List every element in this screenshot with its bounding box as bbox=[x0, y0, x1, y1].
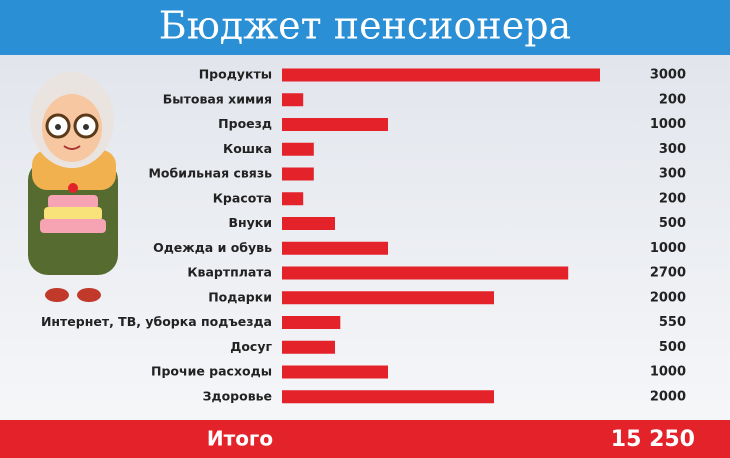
bar bbox=[282, 365, 388, 379]
category-label: Мобильная связь bbox=[148, 166, 272, 181]
category-label: Красота bbox=[213, 190, 272, 205]
category-label: Здоровье bbox=[203, 388, 272, 403]
category-label: Досуг bbox=[230, 339, 272, 354]
value-label: 2000 bbox=[650, 290, 686, 305]
chart-title: Бюджет пенсионера bbox=[159, 4, 571, 48]
category-label: Внуки bbox=[228, 215, 272, 230]
value-label: 300 bbox=[659, 142, 686, 157]
bar bbox=[282, 390, 494, 404]
category-label: Интернет, ТВ, уборка подъезда bbox=[41, 314, 272, 329]
value-label: 1000 bbox=[650, 365, 686, 380]
total-bar bbox=[0, 420, 730, 458]
bar bbox=[282, 118, 388, 131]
title-bar bbox=[0, 0, 730, 55]
total-label: Итого bbox=[207, 427, 273, 451]
illustration bbox=[28, 72, 118, 302]
bar bbox=[282, 68, 600, 82]
value-label: 2000 bbox=[650, 389, 686, 404]
value-label: 200 bbox=[659, 191, 686, 206]
total-value: 15 250 bbox=[611, 427, 695, 452]
bar bbox=[282, 167, 314, 181]
category-label: Кошка bbox=[223, 141, 272, 156]
value-label: 1000 bbox=[650, 241, 686, 256]
category-label: Одежда и обувь bbox=[153, 240, 272, 255]
value-label: 550 bbox=[659, 315, 686, 330]
bar bbox=[282, 93, 304, 107]
value-label: 1000 bbox=[650, 117, 686, 132]
bar bbox=[282, 192, 304, 206]
value-label: 500 bbox=[659, 340, 686, 355]
bar bbox=[282, 291, 494, 305]
value-label: 500 bbox=[659, 216, 686, 231]
bar bbox=[282, 241, 388, 255]
value-label: 3000 bbox=[650, 68, 686, 83]
category-label: Квартплата bbox=[187, 265, 272, 280]
category-label: Бытовая химия bbox=[163, 91, 272, 106]
bar bbox=[282, 142, 314, 156]
category-label: Продукты bbox=[199, 67, 272, 82]
value-label: 300 bbox=[659, 167, 686, 182]
category-label: Подарки bbox=[208, 289, 272, 304]
bar bbox=[282, 217, 335, 230]
value-label: 2700 bbox=[650, 266, 686, 281]
category-label: Проезд bbox=[218, 116, 272, 131]
bar bbox=[282, 266, 569, 280]
value-label: 200 bbox=[659, 92, 686, 107]
bar bbox=[282, 340, 335, 354]
category-label: Прочие расходы bbox=[151, 364, 272, 379]
bar bbox=[282, 316, 341, 329]
